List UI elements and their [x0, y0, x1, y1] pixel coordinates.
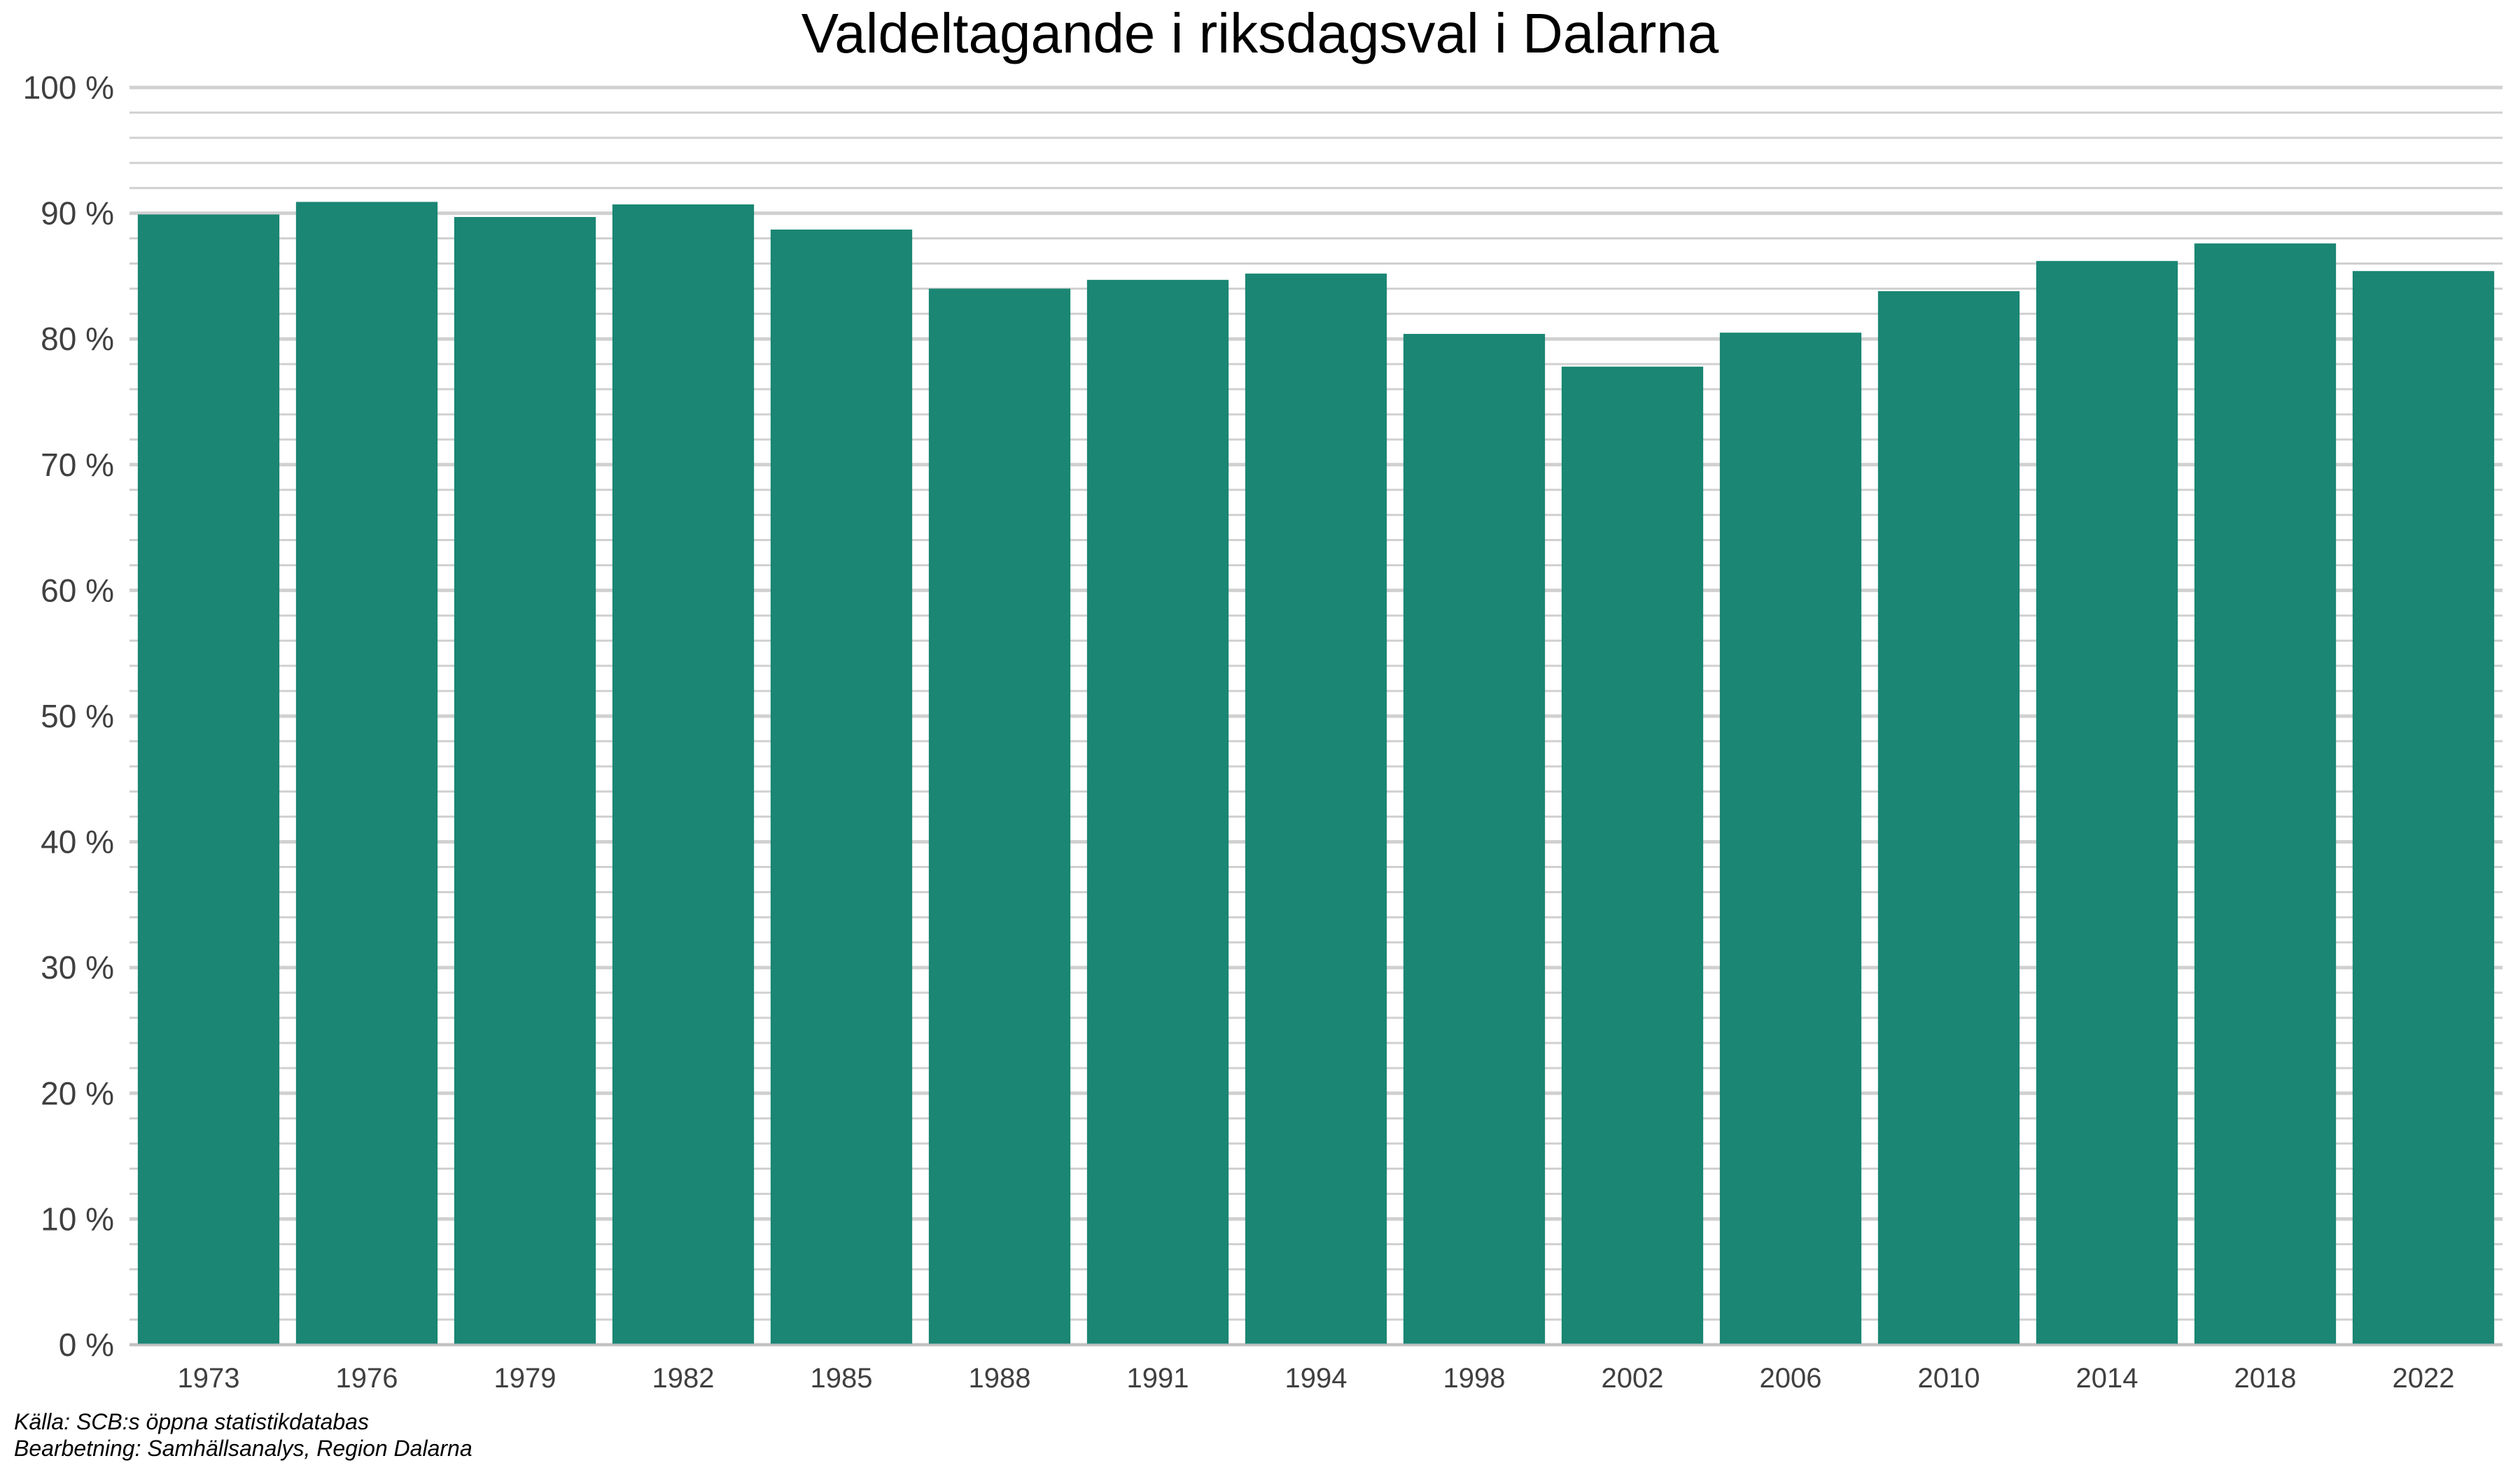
- y-tick-label: 40 %: [41, 824, 114, 860]
- bar-2006: [1719, 332, 1862, 1345]
- x-tick-label: 2022: [2393, 1363, 2455, 1394]
- y-tick-label: 30 %: [41, 949, 114, 986]
- bar-1985: [770, 229, 913, 1345]
- y-tick-label: 60 %: [41, 572, 114, 608]
- x-tick-label: 2018: [2234, 1363, 2297, 1394]
- y-tick-label: 70 %: [41, 447, 114, 483]
- bar-2014: [2036, 260, 2178, 1345]
- y-tick-label: 10 %: [41, 1200, 114, 1237]
- x-tick-label: 2002: [1602, 1363, 1664, 1394]
- y-tick-label: 100 %: [23, 69, 114, 106]
- x-tick-label: 1973: [178, 1363, 240, 1394]
- bar-2018: [2194, 243, 2337, 1345]
- x-axis-ticks: 1973 1976 1979 1982 1985 1988 1991 1994 1998 2002…: [178, 1363, 2455, 1394]
- x-tick-label: 1991: [1127, 1363, 1189, 1394]
- y-tick-label: 90 %: [41, 195, 114, 232]
- x-tick-label: 1979: [494, 1363, 556, 1394]
- bars: [137, 202, 2495, 1345]
- x-tick-label: 1994: [1285, 1363, 1348, 1394]
- chart-title: Valdeltagande i riksdagsval i Dalarna: [802, 2, 1719, 64]
- bar-1991: [1086, 279, 1229, 1345]
- bar-2010: [1877, 290, 2020, 1345]
- source-caption: Källa: SCB:s öppna statistikdatabas: [14, 1409, 369, 1434]
- bar-1973: [137, 214, 280, 1345]
- y-tick-label: 20 %: [41, 1075, 114, 1112]
- x-tick-label: 1982: [652, 1363, 715, 1394]
- x-tick-label: 2006: [1760, 1363, 1822, 1394]
- bar-1976: [295, 202, 438, 1345]
- x-tick-label: 2014: [2076, 1363, 2138, 1394]
- x-tick-label: 1988: [969, 1363, 1031, 1394]
- y-axis-ticks: 0 % 10 % 20 % 30 % 40 % 50 % 60 % 70 % 80 % 90 % 1…: [23, 69, 114, 1363]
- x-tick-label: 2010: [1918, 1363, 1980, 1394]
- bar-2022: [2352, 271, 2495, 1345]
- bar-1979: [454, 216, 596, 1345]
- y-tick-label: 80 %: [41, 321, 114, 357]
- bar-1988: [928, 288, 1071, 1345]
- y-tick-label: 50 %: [41, 698, 114, 734]
- bar-1998: [1403, 334, 1546, 1345]
- bar-1994: [1245, 273, 1387, 1345]
- x-tick-label: 1985: [811, 1363, 873, 1394]
- x-tick-label: 1998: [1443, 1363, 1506, 1394]
- bar-2002: [1561, 366, 1704, 1345]
- bar-1982: [612, 204, 755, 1345]
- x-tick-label: 1976: [336, 1363, 398, 1394]
- processing-caption: Bearbetning: Samhällsanalys, Region Dala…: [14, 1436, 472, 1461]
- y-tick-label: 0 %: [59, 1326, 114, 1363]
